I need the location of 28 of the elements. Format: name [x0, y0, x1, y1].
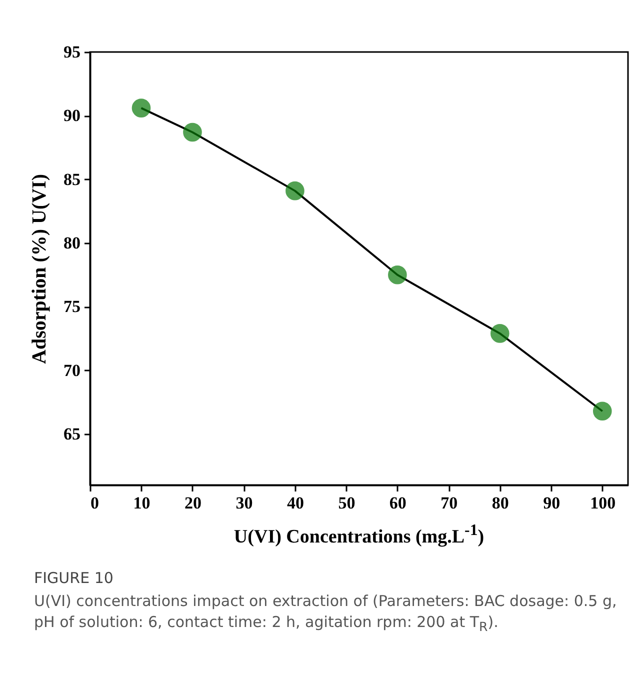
- point: [286, 181, 304, 200]
- x-tick-label: 80: [492, 494, 509, 512]
- x-tick-label: 40: [286, 494, 304, 512]
- x-tick-label: 70: [440, 494, 458, 512]
- x-tick-label: 20: [184, 494, 202, 512]
- point: [592, 402, 612, 421]
- y-tick-label: 70: [64, 360, 80, 380]
- y-tick-label: 85: [64, 170, 80, 189]
- x-tick-label: 30: [236, 494, 253, 512]
- x-tick-label: 100: [590, 494, 616, 512]
- y-tick-label: 95: [64, 42, 80, 62]
- point: [388, 265, 407, 284]
- x-tick-label: 90: [543, 494, 560, 512]
- x-tick-label: 60: [389, 494, 406, 512]
- y-tick-label: 90: [64, 106, 80, 126]
- x-axis-title: U(VI) Concentrations (mg.L$^{-1}$): [232, 522, 486, 548]
- x-tick-label: 0: [90, 494, 99, 512]
- text: U(VI) concentrations impact on extraction of (Parameters: BAC dosage: 0.5 g, pH of solution: 6, contact time: 2 h, agitation rpm: 200 at T$_{R}$).: [34, 591, 618, 636]
- y-tick-label: 75: [64, 297, 80, 316]
- point: [132, 98, 151, 118]
- caption: FIGURE 10: [34, 568, 114, 589]
- y-axis-title: Adsorption (%) U(VI): [28, 174, 50, 364]
- point: [183, 122, 202, 142]
- x-tick-label: 50: [338, 494, 356, 512]
- y-tick-label: 65: [64, 424, 80, 444]
- point: [490, 324, 510, 343]
- x-tick-label: 10: [133, 494, 150, 512]
- y-tick-label: 80: [64, 234, 80, 253]
